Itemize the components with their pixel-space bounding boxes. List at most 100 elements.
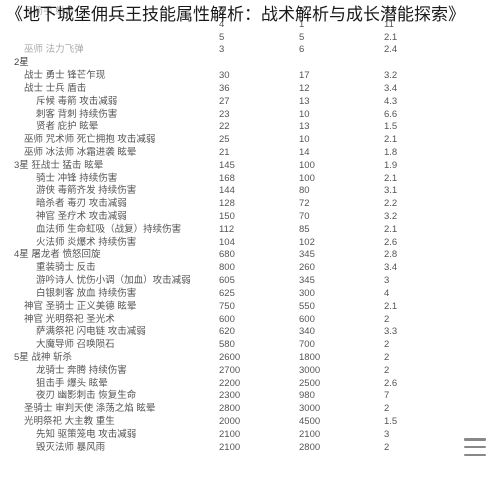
table-row: 光明祭祀 大主教 重生200045001.5 — [14, 416, 500, 429]
stat-col-2: 340 — [299, 326, 384, 339]
stat-col-2: 12 — [299, 83, 384, 96]
stat-col-3: 1.8 — [384, 147, 444, 160]
stat-col-1: 580 — [219, 339, 299, 352]
stat-col-2: 600 — [299, 314, 384, 327]
stat-col-2: 1800 — [299, 352, 384, 365]
table-row: 巫师 法力飞弹362.4 — [14, 44, 500, 57]
stat-col-1: 3 — [219, 44, 299, 57]
stat-col-3: 1.5 — [384, 121, 444, 134]
stat-col-2: 80 — [299, 185, 384, 198]
stat-col-1: 27 — [219, 96, 299, 109]
stat-col-3: 3.3 — [384, 326, 444, 339]
table-row: 暗杀者 毒刃 攻击减弱128722.2 — [14, 198, 500, 211]
skill-name: 贤者 庇护 眩晕 — [14, 121, 219, 134]
stat-col-2: 345 — [299, 275, 384, 288]
stat-col-2 — [299, 57, 384, 70]
stat-col-3: 3 — [384, 429, 444, 442]
stat-col-1: 800 — [219, 262, 299, 275]
stat-col-3: 3 — [384, 275, 444, 288]
skill-name: 5星 战神 斩杀 — [14, 352, 219, 365]
table-row: 刺客 背刺 持续伤害23106.6 — [14, 109, 500, 122]
stat-col-1: 600 — [219, 314, 299, 327]
stat-col-3: 4.7 — [384, 6, 444, 19]
table-row: 龙骑士 奔腾 持续伤害270030002 — [14, 365, 500, 378]
table-row: 狙击手 爆头 眩晕220025002.6 — [14, 378, 500, 391]
skill-name: 游侠 毒箭齐发 持续伤害 — [14, 185, 219, 198]
skill-name: 萨满祭祀 闪电链 攻击减弱 — [14, 326, 219, 339]
skill-name: 大魔导师 召唤陨石 — [14, 339, 219, 352]
stat-col-3: 2.2 — [384, 198, 444, 211]
stat-col-1: 112 — [219, 224, 299, 237]
table-row: 2星 — [14, 57, 500, 70]
skill-name: 4星 屠龙者 愤怒回旋 — [14, 249, 219, 262]
table-row: 贤者 庇护 眩晕22131.5 — [14, 121, 500, 134]
stat-col-3: 2.1 — [384, 301, 444, 314]
skill-name: 2星 — [14, 57, 219, 70]
stat-col-3: 6.6 — [384, 109, 444, 122]
stat-col-1 — [219, 57, 299, 70]
table-row: 神官 光明祭祀 圣光术6006002 — [14, 314, 500, 327]
table-row: 战士 勇士 锋芒乍现30173.2 — [14, 70, 500, 83]
stat-col-3: 2.6 — [384, 237, 444, 250]
stat-col-2: 980 — [299, 390, 384, 403]
skill-name: 暗杀者 毒刃 攻击减弱 — [14, 198, 219, 211]
table-body: 弓箭手 射击334.74111552.1巫师 法力飞弹362.42星战士 勇士 … — [14, 6, 500, 454]
stat-col-3 — [384, 57, 444, 70]
stat-col-3: 2.1 — [384, 173, 444, 186]
skill-name: 重装骑士 反击 — [14, 262, 219, 275]
stat-col-1: 21 — [219, 147, 299, 160]
skill-name: 战士 士兵 盾击 — [14, 83, 219, 96]
table-row: 毁灭法师 暴风雨210028002 — [14, 442, 500, 455]
stat-col-2: 10 — [299, 109, 384, 122]
skill-name: 狙击手 爆头 眩晕 — [14, 378, 219, 391]
table-row: 3星 狂战士 猛击 眩晕1451001.9 — [14, 160, 500, 173]
stat-col-3: 3.2 — [384, 70, 444, 83]
skill-name: 白银刺客 放血 持续伤害 — [14, 288, 219, 301]
table-row: 巫师 咒术师 死亡拥抱 攻击减弱25102.1 — [14, 134, 500, 147]
skill-name: 巫师 咒术师 死亡拥抱 攻击减弱 — [14, 134, 219, 147]
skill-name: 血法师 生命虹吸（战复）持续伤害 — [14, 224, 219, 237]
stat-col-1: 168 — [219, 173, 299, 186]
stat-col-1: 680 — [219, 249, 299, 262]
stat-col-3: 2 — [384, 339, 444, 352]
skill-name: 神官 光明祭祀 圣光术 — [14, 314, 219, 327]
stat-col-2: 300 — [299, 288, 384, 301]
stat-col-1: 23 — [219, 109, 299, 122]
table-row: 斥候 毒箭 攻击减弱27134.3 — [14, 96, 500, 109]
stat-col-3: 3.2 — [384, 211, 444, 224]
stat-col-3: 2.1 — [384, 32, 444, 45]
table-row: 萨满祭祀 闪电链 攻击减弱6203403.3 — [14, 326, 500, 339]
stat-col-1: 4 — [219, 19, 299, 32]
stat-col-3: 4 — [384, 288, 444, 301]
stat-col-2: 13 — [299, 96, 384, 109]
skill-name: 光明祭祀 大主教 重生 — [14, 416, 219, 429]
stat-col-1: 36 — [219, 83, 299, 96]
stat-col-1: 145 — [219, 160, 299, 173]
stat-col-3: 7 — [384, 390, 444, 403]
skill-table: 弓箭手 射击334.74111552.1巫师 法力飞弹362.42星战士 勇士 … — [0, 0, 500, 454]
stat-col-1: 3 — [219, 6, 299, 19]
skill-name: 龙骑士 奔腾 持续伤害 — [14, 365, 219, 378]
table-row: 4111 — [14, 19, 500, 32]
stat-col-3: 2.6 — [384, 378, 444, 391]
stat-col-1: 22 — [219, 121, 299, 134]
stat-col-1: 2000 — [219, 416, 299, 429]
menu-icon[interactable] — [464, 438, 486, 456]
stat-col-2: 6 — [299, 44, 384, 57]
skill-name: 斥候 毒箭 攻击减弱 — [14, 96, 219, 109]
stat-col-3: 2.1 — [384, 134, 444, 147]
skill-name: 毁灭法师 暴风雨 — [14, 442, 219, 455]
stat-col-2: 700 — [299, 339, 384, 352]
stat-col-1: 144 — [219, 185, 299, 198]
table-row: 血法师 生命虹吸（战复）持续伤害112852.1 — [14, 224, 500, 237]
stat-col-2: 13 — [299, 121, 384, 134]
stat-col-2: 3 — [299, 6, 384, 19]
stat-col-2: 1 — [299, 19, 384, 32]
stat-col-1: 104 — [219, 237, 299, 250]
skill-name: 骑士 冲锋 持续伤害 — [14, 173, 219, 186]
stat-col-3: 2 — [384, 442, 444, 455]
table-row: 552.1 — [14, 32, 500, 45]
stat-col-2: 10 — [299, 134, 384, 147]
stat-col-1: 620 — [219, 326, 299, 339]
table-row: 先知 驱策笼电 攻击减弱210021003 — [14, 429, 500, 442]
